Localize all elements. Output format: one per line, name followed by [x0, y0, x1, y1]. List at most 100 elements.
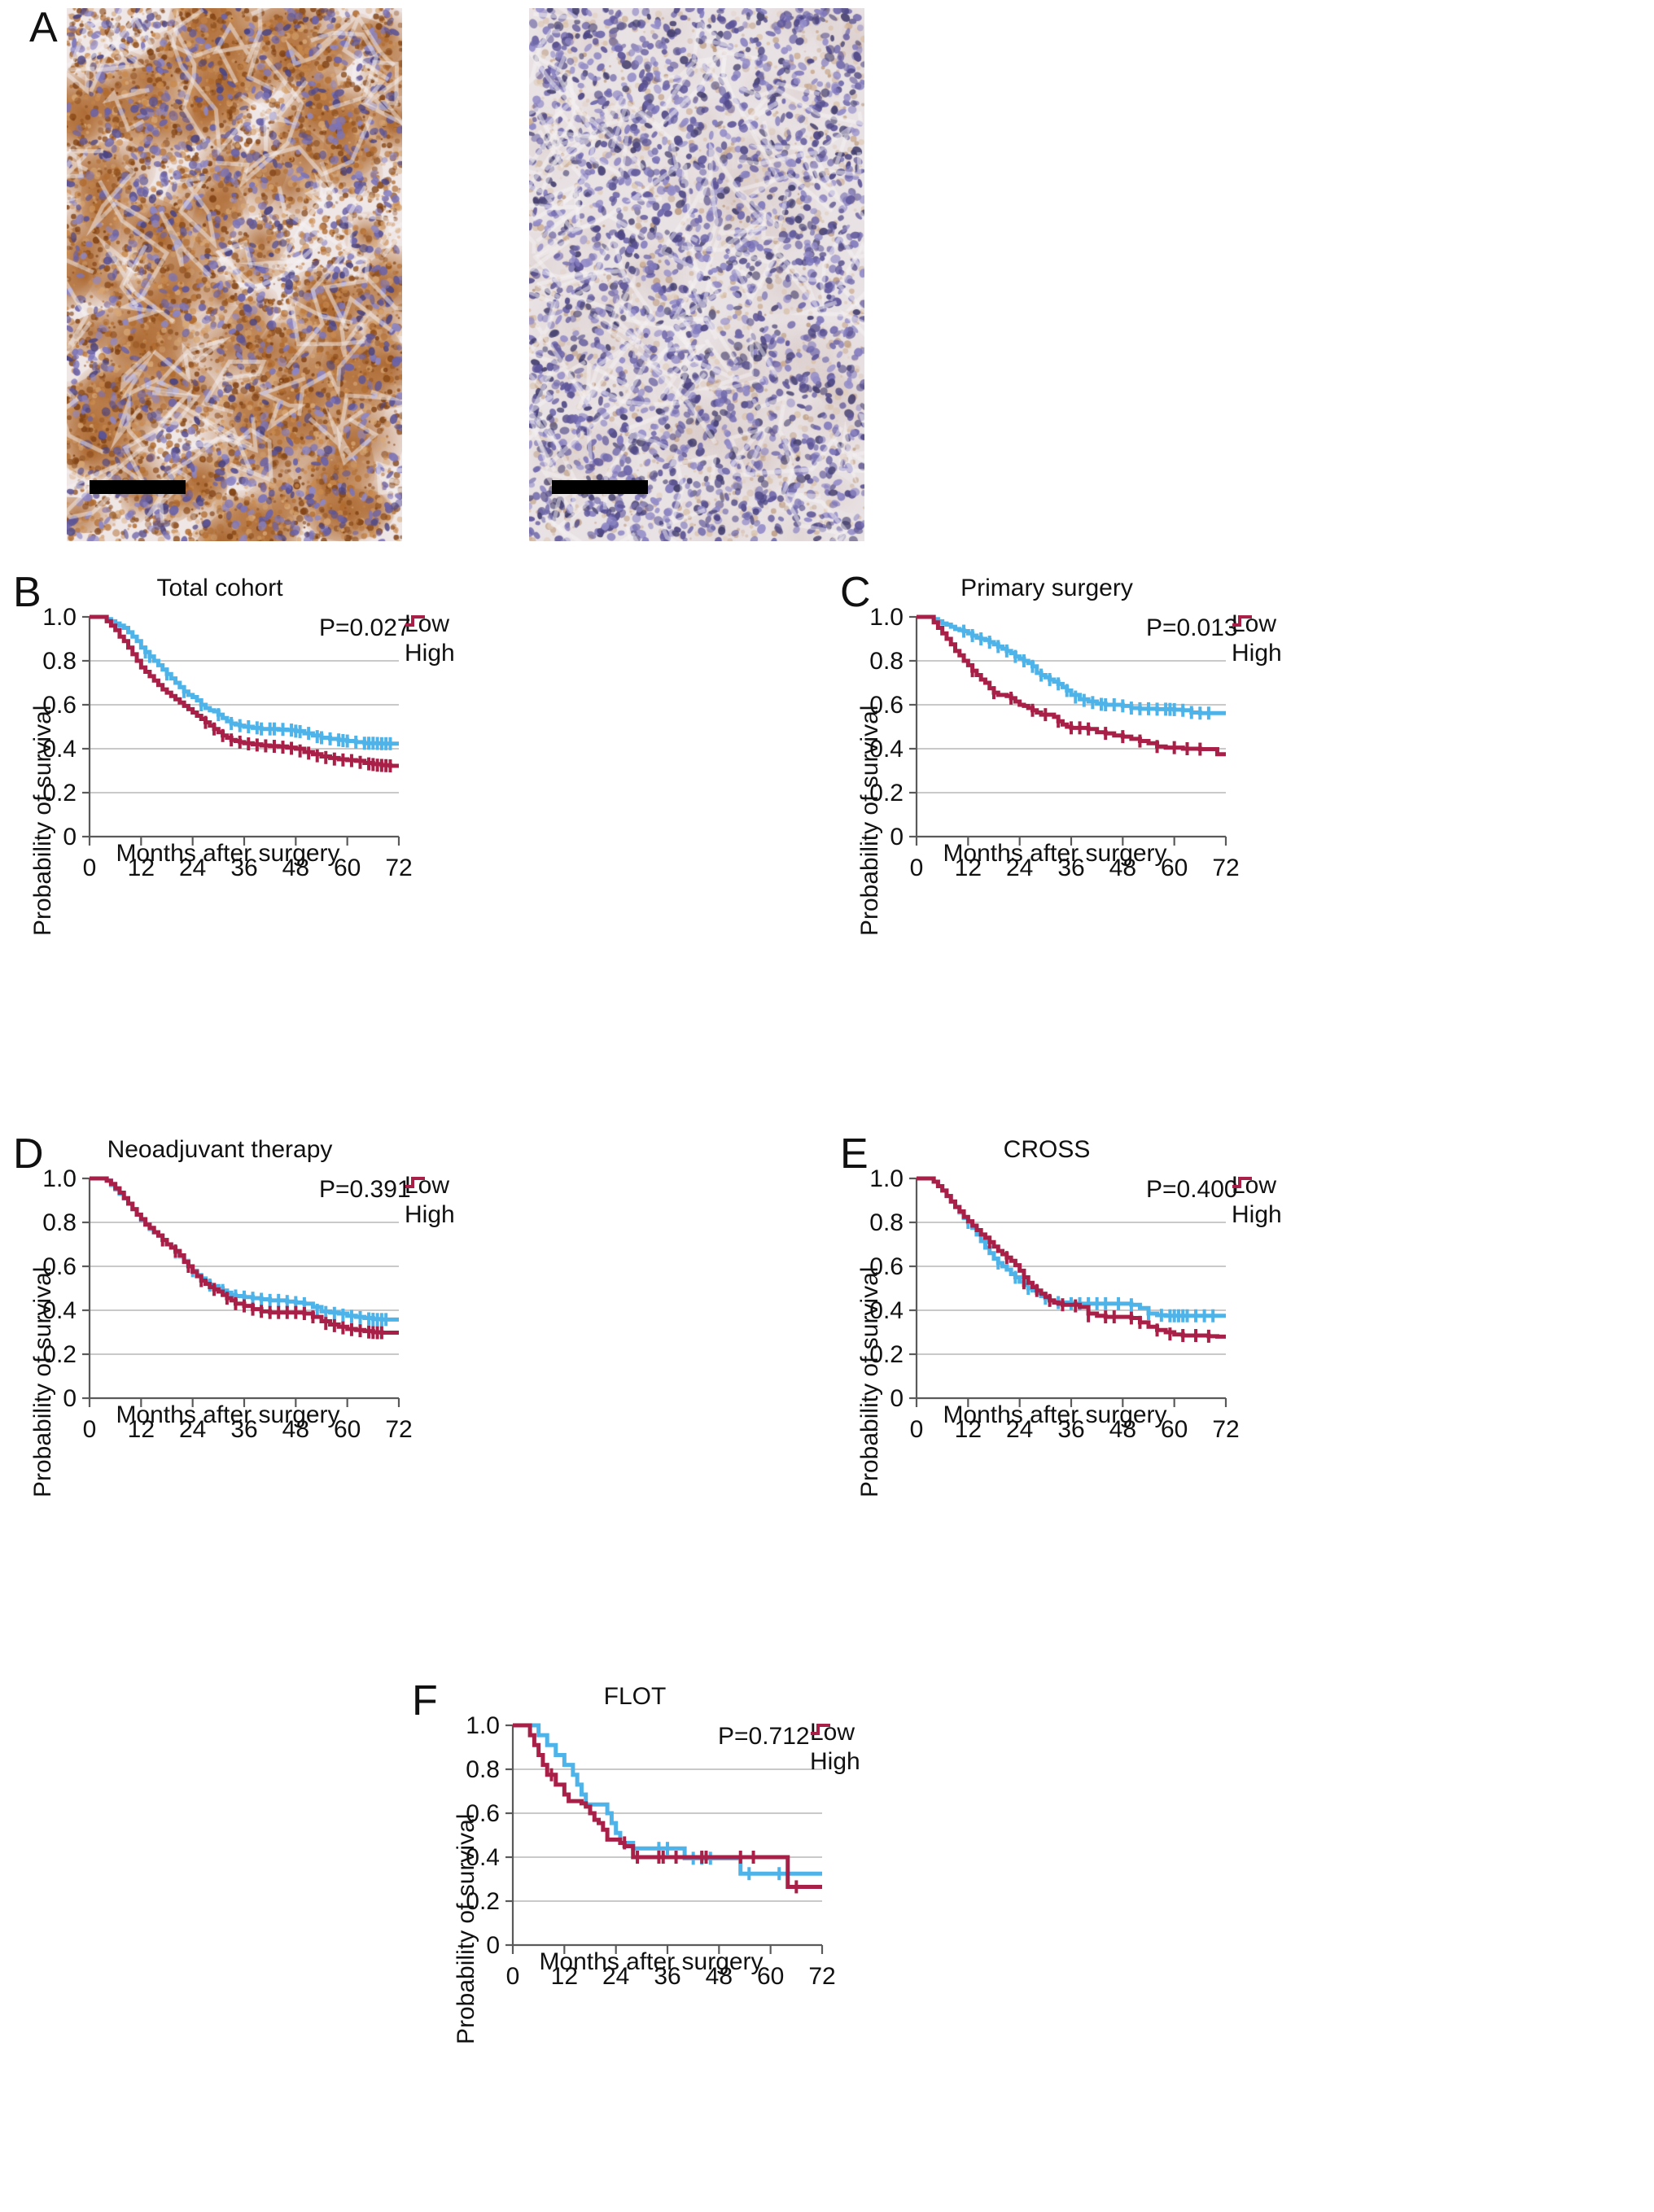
x-axis-label-c: Months after surgery [943, 840, 1167, 867]
svg-text:0: 0 [890, 824, 904, 850]
svg-text:0.8: 0.8 [42, 648, 77, 675]
svg-text:12: 12 [551, 1963, 578, 1990]
svg-text:12: 12 [955, 855, 982, 881]
svg-text:0.6: 0.6 [42, 1253, 77, 1280]
svg-text:36: 36 [1057, 1416, 1084, 1443]
svg-text:0: 0 [63, 824, 77, 850]
svg-text:1.0: 1.0 [42, 1165, 77, 1192]
svg-text:36: 36 [1057, 855, 1084, 881]
km-panel-f: F FLOT P=0.712 Probability of survival M… [407, 1668, 863, 2212]
p-value-e: P=0.400 [1146, 1176, 1238, 1203]
svg-text:24: 24 [602, 1963, 629, 1990]
svg-text:0.4: 0.4 [869, 736, 904, 763]
legend-step-icon-high [1232, 615, 1252, 627]
panel-letter-e: E [840, 1130, 869, 1178]
svg-text:1.0: 1.0 [466, 1712, 500, 1739]
legend-item-high: High [810, 1724, 860, 1775]
km-plot-d: 0 0.2 0.4 0.6 0.8 1.0 0 12 24 36 48 60 72 [42, 1165, 412, 1443]
svg-text:0.8: 0.8 [869, 1209, 904, 1236]
svg-text:0.2: 0.2 [42, 780, 77, 807]
legend-step-icon-high [405, 1177, 425, 1188]
x-axis-label-e: Months after surgery [943, 1401, 1167, 1428]
chart-title-f: FLOT [603, 1683, 667, 1710]
svg-text:0.6: 0.6 [869, 1253, 904, 1280]
svg-text:0.6: 0.6 [466, 1800, 500, 1827]
legend-c: Low High [1232, 612, 1282, 666]
legend-item-high: High [1232, 615, 1282, 667]
chart-title-b: Total cohort [156, 575, 283, 601]
km-panel-e: E CROSS P=0.400 Probability of survival … [835, 1130, 1282, 1668]
svg-text:48: 48 [706, 1963, 733, 1990]
panel-letter-d: D [13, 1130, 44, 1178]
svg-text:72: 72 [1212, 1416, 1239, 1443]
legend-label-high: High [810, 1748, 860, 1775]
p-value-c: P=0.013 [1146, 614, 1238, 641]
chart-title-d: Neoadjuvant therapy [107, 1136, 333, 1163]
svg-text:60: 60 [1161, 1416, 1188, 1443]
km-plot-c: 0 0.2 0.4 0.6 0.8 1.0 0 12 24 36 48 60 72 [869, 604, 1239, 881]
svg-text:12: 12 [955, 1416, 982, 1443]
legend-step-icon-high [405, 615, 425, 627]
svg-text:0: 0 [63, 1385, 77, 1412]
legend-label-high: High [405, 640, 455, 667]
km-plot-b: 0 0.2 0.4 0.6 0.8 1.0 0 12 24 36 48 60 72 [42, 604, 412, 881]
svg-text:60: 60 [1161, 855, 1188, 881]
scale-bar-right [552, 480, 648, 494]
svg-text:0: 0 [910, 855, 924, 881]
km-panel-c: C Primary surgery P=0.013 Probability of… [835, 569, 1282, 1107]
x-axis-label-f: Months after surgery [539, 1948, 764, 1975]
svg-text:0.4: 0.4 [466, 1844, 500, 1871]
svg-text:0: 0 [506, 1963, 520, 1990]
svg-text:0.6: 0.6 [869, 692, 904, 719]
svg-text:0: 0 [486, 1932, 500, 1959]
svg-text:0.4: 0.4 [869, 1297, 904, 1324]
histology-image-high-expression [67, 8, 402, 541]
svg-text:36: 36 [230, 1416, 257, 1443]
svg-text:0.2: 0.2 [42, 1341, 77, 1368]
legend-step-icon-high [1232, 1177, 1252, 1188]
chart-title-c: Primary surgery [960, 575, 1133, 601]
km-panel-d: D Neoadjuvant therapy P=0.391 Probabilit… [8, 1130, 455, 1668]
x-axis-label-d: Months after surgery [116, 1401, 340, 1428]
svg-text:60: 60 [757, 1963, 784, 1990]
legend-item-high: High [1232, 1177, 1282, 1228]
km-panel-b: B Total cohort P=0.027 Probability of su… [8, 569, 455, 1107]
svg-text:12: 12 [128, 855, 155, 881]
legend-label-high: High [1232, 1201, 1282, 1228]
histology-image-low-expression [529, 8, 864, 541]
scale-bar-left [90, 480, 186, 494]
svg-text:0.8: 0.8 [42, 1209, 77, 1236]
svg-text:0: 0 [910, 1416, 924, 1443]
svg-text:48: 48 [1109, 855, 1136, 881]
svg-text:0: 0 [890, 1385, 904, 1412]
svg-text:0.4: 0.4 [42, 1297, 77, 1324]
legend-item-high: High [405, 615, 455, 667]
panel-letter-f: F [412, 1677, 438, 1725]
km-plot-f: 0 0.2 0.4 0.6 0.8 1.0 0 12 24 36 48 60 72 [466, 1712, 835, 1990]
legend-f: Low High [810, 1720, 860, 1774]
svg-text:0.2: 0.2 [466, 1888, 500, 1915]
svg-text:72: 72 [385, 1416, 412, 1443]
svg-text:0.8: 0.8 [869, 648, 904, 675]
svg-text:12: 12 [128, 1416, 155, 1443]
panel-letter-b: B [13, 569, 42, 616]
svg-text:24: 24 [179, 855, 206, 881]
chart-title-e: CROSS [1003, 1136, 1091, 1163]
x-axis-label-b: Months after surgery [116, 840, 340, 867]
panel-letter-a: A [29, 4, 58, 51]
svg-text:48: 48 [282, 1416, 309, 1443]
svg-text:0.2: 0.2 [869, 780, 904, 807]
legend-b: Low High [405, 612, 455, 666]
svg-text:72: 72 [808, 1963, 835, 1990]
svg-text:1.0: 1.0 [869, 604, 904, 631]
panel-letter-c: C [840, 569, 871, 616]
svg-text:1.0: 1.0 [42, 604, 77, 631]
p-value-b: P=0.027 [319, 614, 411, 641]
svg-text:24: 24 [179, 1416, 206, 1443]
legend-label-high: High [1232, 640, 1282, 667]
svg-text:72: 72 [1212, 855, 1239, 881]
svg-text:0.4: 0.4 [42, 736, 77, 763]
svg-text:48: 48 [282, 855, 309, 881]
legend-label-high: High [405, 1201, 455, 1228]
svg-text:36: 36 [230, 855, 257, 881]
